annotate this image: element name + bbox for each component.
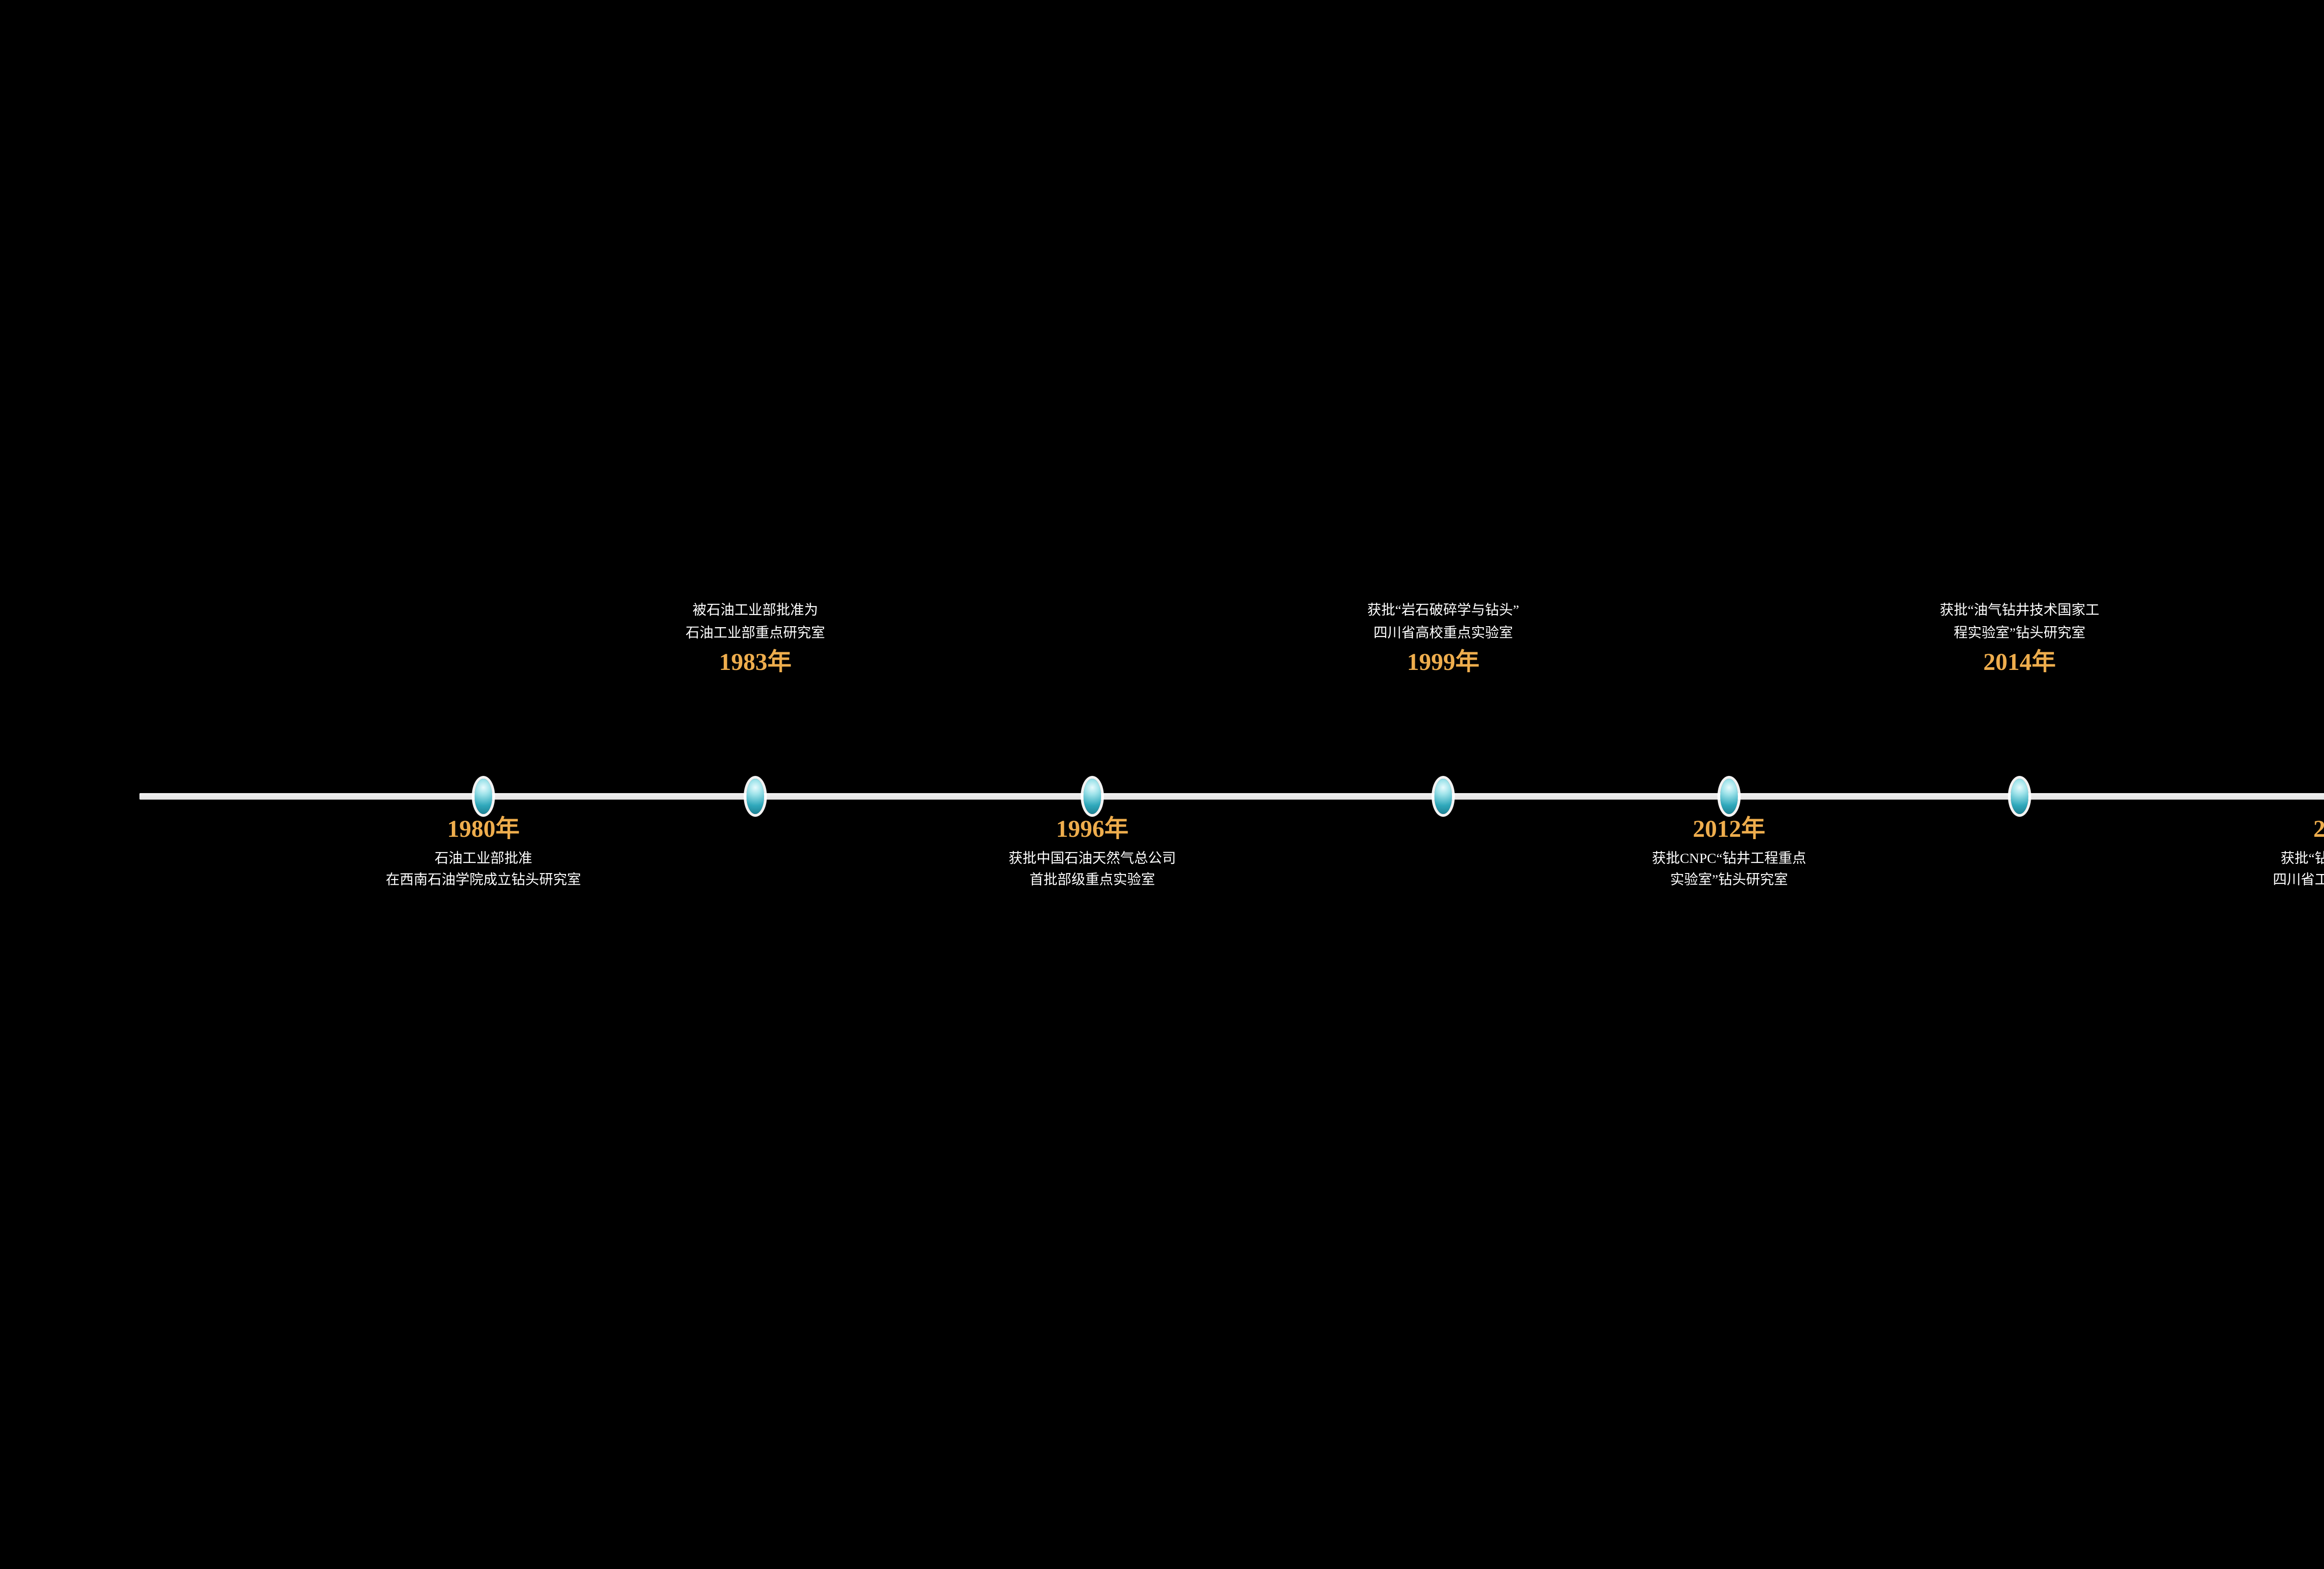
timeline-item-event-1999[interactable]: 获批“岩石破碎学与钻头” 四川省高校重点实验室 1999年 <box>1299 600 1587 678</box>
timeline-desc-event-2020-line1: 四川省工程技术研究中心 <box>2205 869 2324 891</box>
timeline-axis-line <box>139 793 2324 800</box>
timeline-item-event-2020[interactable]: 2020年获批“钻井破岩与钻头”四川省工程技术研究中心 <box>2205 814 2324 891</box>
timeline-item-event-1996[interactable]: 1996年获批中国石油天然气总公司 首批部级重点实验室 <box>948 814 1236 891</box>
timeline-desc-event-1980-line0: 石油工业部批准 <box>339 848 627 870</box>
timeline-desc-event-1999-line1: 四川省高校重点实验室 <box>1299 622 1587 644</box>
timeline-desc-event-1999-line0: 获批“岩石破碎学与钻头” <box>1299 600 1587 622</box>
timeline-marker-event-2012[interactable] <box>1720 779 1738 814</box>
timeline-desc-event-2014-line0: 获批“油气钻井技术国家工 <box>1875 600 2164 622</box>
timeline-item-event-2014[interactable]: 获批“油气钻井技术国家工 程实验室”钻头研究室 2014年 <box>1875 600 2164 678</box>
timeline-year-event-2020: 2020年 <box>2205 814 2324 845</box>
timeline-year-event-1983: 1983年 <box>611 647 899 678</box>
timeline-marker-event-2014[interactable] <box>2011 779 2028 814</box>
timeline-desc-event-1983-line1: 石油工业部重点研究室 <box>611 622 899 644</box>
timeline-desc-event-2012-line1: 实验室”钻头研究室 <box>1585 869 1873 891</box>
timeline-marker-event-1980[interactable] <box>475 779 492 814</box>
timeline-desc-event-2012-line0: 获批CNPC“钻井工程重点 <box>1585 848 1873 870</box>
timeline-item-event-1980[interactable]: 1980年石油工业部批准 在西南石油学院成立钻头研究室 <box>339 814 627 891</box>
timeline-desc-event-2014-line1: 程实验室”钻头研究室 <box>1875 622 2164 644</box>
timeline-desc-event-2020-line0: 获批“钻井破岩与钻头” <box>2205 848 2324 870</box>
timeline-marker-event-1996[interactable] <box>1083 779 1101 814</box>
timeline-year-event-2012: 2012年 <box>1585 814 1873 845</box>
timeline-root: 1980年石油工业部批准 在西南石油学院成立钻头研究室 被石油工业部批准为 石油工业部… <box>0 0 2324 1569</box>
timeline-desc-event-1996-line1: 首批部级重点实验室 <box>948 869 1236 891</box>
timeline-marker-event-1983[interactable] <box>746 779 764 814</box>
timeline-year-event-2014: 2014年 <box>1875 647 2164 678</box>
timeline-desc-event-1980-line1: 在西南石油学院成立钻头研究室 <box>339 869 627 891</box>
timeline-year-event-1999: 1999年 <box>1299 647 1587 678</box>
timeline-item-event-2012[interactable]: 2012年获批CNPC“钻井工程重点 实验室”钻头研究室 <box>1585 814 1873 891</box>
timeline-year-event-1996: 1996年 <box>948 814 1236 845</box>
timeline-desc-event-1996-line0: 获批中国石油天然气总公司 <box>948 848 1236 870</box>
timeline-marker-event-1999[interactable] <box>1434 779 1452 814</box>
timeline-item-event-1983[interactable]: 被石油工业部批准为 石油工业部重点研究室 1983年 <box>611 600 899 678</box>
timeline-desc-event-1983-line0: 被石油工业部批准为 <box>611 600 899 622</box>
timeline-year-event-1980: 1980年 <box>339 814 627 845</box>
